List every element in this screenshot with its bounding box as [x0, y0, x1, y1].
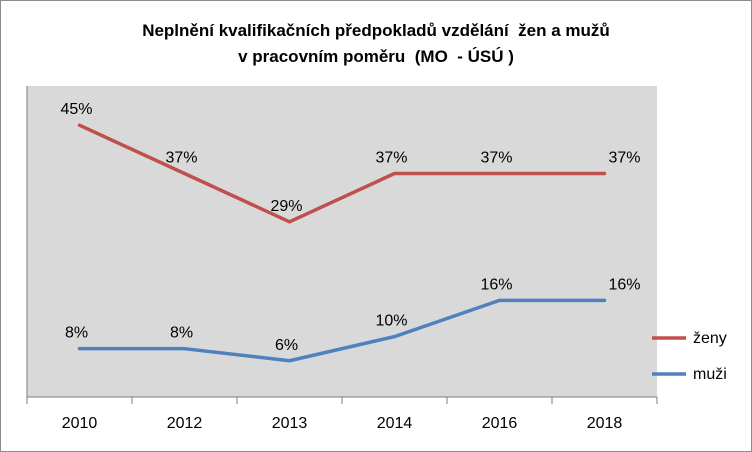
x-tick-label: 2013	[272, 415, 308, 432]
data-label: 16%	[480, 276, 512, 293]
x-tick-label: 2010	[62, 415, 98, 432]
data-label: 37%	[609, 150, 641, 167]
data-label: 29%	[270, 198, 302, 215]
data-label: 10%	[375, 313, 407, 330]
data-label: 45%	[60, 101, 92, 118]
data-label: 8%	[170, 325, 193, 342]
data-label: 37%	[375, 150, 407, 167]
data-label: 6%	[275, 337, 298, 354]
data-label: 37%	[480, 150, 512, 167]
legend-label: muži	[693, 366, 727, 383]
x-tick-label: 2012	[167, 415, 203, 432]
legend-label: ženy	[693, 330, 727, 347]
chart-title: Neplnění kvalifikačních předpokladů vzdě…	[0, 18, 752, 70]
chart-title-line-2: v pracovním poměru (MO - ÚSÚ )	[238, 47, 514, 66]
data-label: 8%	[65, 325, 88, 342]
series-line	[77, 123, 607, 224]
x-tick-label: 2014	[377, 415, 413, 432]
series-line	[77, 298, 607, 363]
chart-title-line-1: Neplnění kvalifikačních předpokladů vzdě…	[142, 21, 610, 40]
plot-area	[27, 86, 657, 397]
data-label: 16%	[609, 276, 641, 293]
x-tick-label: 2016	[482, 415, 518, 432]
data-label: 37%	[165, 150, 197, 167]
x-tick-label: 2018	[587, 415, 623, 432]
